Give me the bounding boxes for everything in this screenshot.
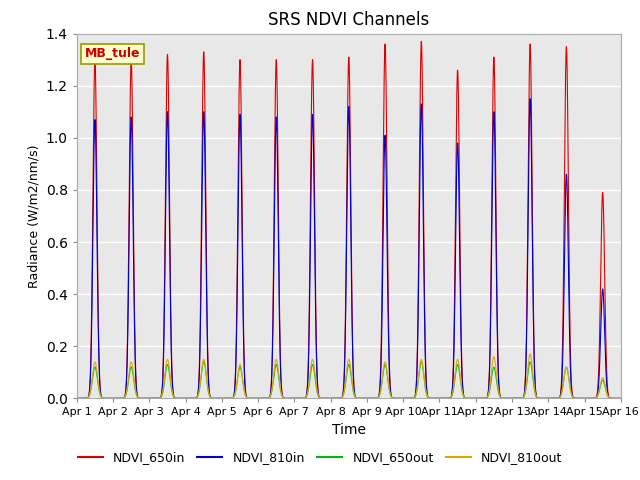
- NDVI_650in: [501, 396, 509, 401]
- NDVI_810in: [184, 396, 191, 401]
- Title: SRS NDVI Channels: SRS NDVI Channels: [268, 11, 429, 29]
- NDVI_650in: [417, 38, 425, 44]
- NDVI_650in: [424, 394, 431, 399]
- NDVI_810out: [276, 385, 284, 391]
- NDVI_650in: [73, 396, 81, 401]
- NDVI_650out: [73, 396, 81, 401]
- NDVI_810in: [424, 394, 431, 400]
- NDVI_650in: [617, 396, 625, 401]
- NDVI_650in: [189, 396, 197, 401]
- NDVI_650in: [276, 357, 284, 363]
- NDVI_810out: [617, 396, 625, 401]
- Line: NDVI_810out: NDVI_810out: [77, 354, 621, 398]
- NDVI_810out: [189, 396, 197, 401]
- NDVI_650out: [615, 396, 623, 401]
- NDVI_650out: [184, 396, 191, 401]
- NDVI_650out: [526, 359, 534, 365]
- NDVI_810in: [189, 396, 197, 401]
- NDVI_650out: [424, 394, 431, 400]
- Line: NDVI_810in: NDVI_810in: [77, 99, 621, 398]
- Text: MB_tule: MB_tule: [85, 48, 140, 60]
- NDVI_810out: [424, 394, 431, 400]
- NDVI_650out: [501, 396, 509, 401]
- NDVI_650out: [276, 387, 284, 393]
- NDVI_810out: [73, 396, 81, 401]
- NDVI_650in: [615, 396, 623, 401]
- NDVI_650in: [184, 396, 191, 401]
- NDVI_810in: [73, 396, 81, 401]
- NDVI_810out: [501, 396, 509, 401]
- NDVI_810in: [617, 396, 625, 401]
- Line: NDVI_650out: NDVI_650out: [77, 362, 621, 398]
- NDVI_810in: [526, 96, 534, 102]
- NDVI_650out: [189, 396, 197, 401]
- NDVI_810out: [184, 396, 191, 401]
- Line: NDVI_650in: NDVI_650in: [77, 41, 621, 398]
- NDVI_810in: [615, 396, 623, 401]
- Y-axis label: Radiance (W/m2/nm/s): Radiance (W/m2/nm/s): [28, 144, 40, 288]
- NDVI_810in: [276, 363, 284, 369]
- X-axis label: Time: Time: [332, 423, 366, 437]
- NDVI_810in: [501, 396, 509, 401]
- NDVI_810out: [615, 396, 623, 401]
- Legend: NDVI_650in, NDVI_810in, NDVI_650out, NDVI_810out: NDVI_650in, NDVI_810in, NDVI_650out, NDV…: [72, 446, 568, 469]
- NDVI_810out: [526, 351, 534, 357]
- NDVI_650out: [617, 396, 625, 401]
